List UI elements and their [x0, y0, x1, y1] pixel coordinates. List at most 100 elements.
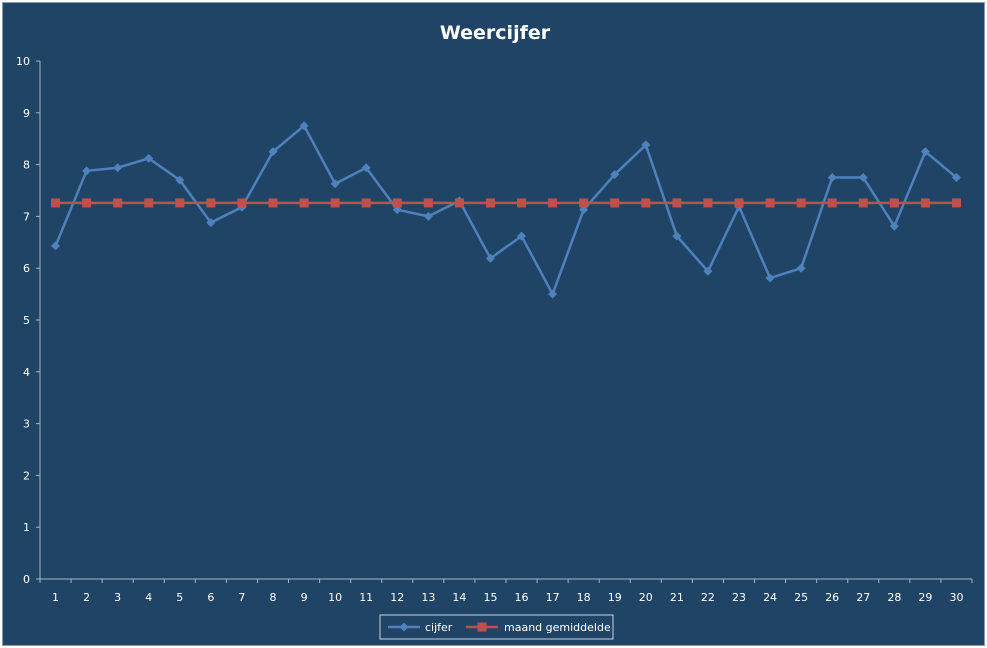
y-tick-label: 5 [23, 314, 30, 327]
data-point [392, 198, 402, 208]
y-tick-label: 6 [23, 262, 30, 275]
series-line [54, 124, 958, 296]
data-point [734, 198, 744, 208]
data-point [237, 198, 247, 208]
data-point [548, 198, 558, 208]
data-point [672, 198, 682, 208]
x-tick-label: 25 [794, 591, 808, 604]
data-point [144, 153, 154, 163]
y-tick-label: 8 [23, 159, 30, 172]
x-tick-label: 1 [52, 591, 59, 604]
x-tick-label: 5 [176, 591, 183, 604]
data-point [579, 198, 589, 208]
data-point [920, 198, 930, 208]
legend-box [379, 614, 614, 640]
series-2 [51, 198, 961, 208]
y-tick-label: 9 [23, 107, 30, 120]
data-point [330, 179, 340, 189]
y-tick-label: 10 [16, 55, 30, 68]
data-point [175, 198, 185, 208]
data-point [889, 198, 899, 208]
data-point [765, 273, 775, 283]
x-tick-label: 30 [949, 591, 963, 604]
data-point [268, 198, 278, 208]
x-tick-label: 16 [515, 591, 529, 604]
data-point [827, 198, 837, 208]
x-axis-ticks: 1 2 3 4 5 6 7 8 9 10 11 12 13 14 15 16 17 18 19 20 21 22 23 24 2… [39, 579, 973, 604]
x-tick-label: 6 [207, 591, 214, 604]
x-tick-label: 8 [270, 591, 277, 604]
x-tick-label: 9 [301, 591, 308, 604]
data-point [641, 140, 651, 150]
y-tick-label: 0 [23, 573, 30, 586]
y-tick-label: 4 [23, 366, 30, 379]
data-point [82, 166, 92, 176]
x-tick-label: 28 [887, 591, 901, 604]
data-point [330, 198, 340, 208]
series-1 [51, 121, 961, 299]
series-layer [51, 121, 961, 299]
x-tick-label: 11 [359, 591, 373, 604]
data-point [175, 175, 185, 185]
x-tick-label: 12 [390, 591, 404, 604]
data-point [361, 198, 371, 208]
legend: cijfer maand gemiddelde [379, 614, 614, 640]
data-point [485, 198, 495, 208]
chart-title: Weercijfer [440, 22, 551, 44]
data-point [796, 198, 806, 208]
data-point [299, 198, 309, 208]
x-tick-label: 29 [918, 591, 932, 604]
x-tick-label: 19 [608, 591, 622, 604]
data-point [672, 231, 682, 241]
data-point [268, 147, 278, 157]
data-point [858, 173, 868, 183]
data-point [423, 198, 433, 208]
y-tick-label: 1 [23, 521, 30, 534]
data-point [206, 198, 216, 208]
x-tick-label: 14 [452, 591, 466, 604]
y-axis-ticks: 0 1 2 3 4 5 6 7 8 9 10 [16, 55, 40, 586]
data-point [517, 231, 527, 241]
data-point [361, 163, 371, 173]
x-tick-label: 24 [763, 591, 777, 604]
legend-marker [399, 622, 409, 632]
x-tick-label: 4 [145, 591, 152, 604]
legend-entry: cijfer [388, 621, 453, 634]
x-tick-label: 20 [639, 591, 653, 604]
data-point [51, 198, 61, 208]
x-tick-label: 21 [670, 591, 684, 604]
x-tick-label: 2 [83, 591, 90, 604]
x-tick-label: 13 [421, 591, 435, 604]
legend-marker [477, 622, 487, 632]
legend-entry: maand gemiddelde [466, 621, 611, 634]
x-tick-label: 26 [825, 591, 839, 604]
data-point [485, 253, 495, 263]
y-tick-label: 3 [23, 418, 30, 431]
data-point [517, 198, 527, 208]
data-point [765, 198, 775, 208]
x-tick-label: 17 [546, 591, 560, 604]
x-tick-label: 7 [238, 591, 245, 604]
x-tick-label: 18 [577, 591, 591, 604]
data-point [703, 266, 713, 276]
data-point [206, 218, 216, 228]
data-point [796, 263, 806, 273]
data-point [454, 198, 464, 208]
data-point [920, 147, 930, 157]
data-point [423, 211, 433, 221]
data-point [610, 198, 620, 208]
data-point [610, 169, 620, 179]
legend-label: cijfer [425, 621, 453, 634]
data-point [548, 289, 558, 299]
x-tick-label: 10 [328, 591, 342, 604]
data-point [51, 241, 61, 251]
data-point [641, 198, 651, 208]
data-point [82, 198, 92, 208]
data-point [889, 221, 899, 231]
data-point [827, 173, 837, 183]
data-point [113, 198, 123, 208]
axes [39, 61, 972, 580]
legend-label: maand gemiddelde [504, 621, 611, 634]
